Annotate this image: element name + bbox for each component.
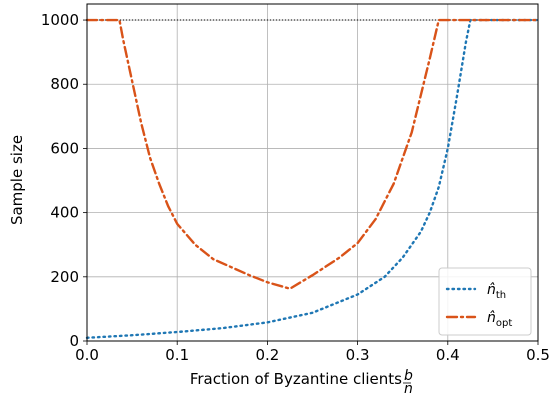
y-tick-label: 1000 (41, 11, 79, 29)
series-layer (85, 18, 540, 339)
y-axis-label: Sample size (8, 135, 26, 225)
x-tick-label: 0.4 (436, 346, 460, 364)
x-axis-label-denominator: n (404, 381, 413, 393)
plot-frame (86, 3, 539, 342)
legend-label-opt: n̂opt (487, 310, 512, 329)
x-tick-label: 0.0 (75, 346, 99, 364)
x-axis-ticks: 0.0 0.1 0.2 0.3 0.4 0.5 (75, 341, 550, 364)
x-tick-label: 0.2 (255, 346, 279, 364)
x-axis-label-numerator: b (404, 368, 413, 384)
x-tick-label: 0.1 (165, 346, 189, 364)
x-tick-label: 0.5 (526, 346, 550, 364)
x-axis-label-text: Fraction of Byzantine clients (190, 370, 402, 388)
legend-box (438, 267, 532, 336)
y-tick-label: 200 (50, 268, 79, 286)
series-line-opt (85, 18, 540, 290)
x-axis-label: Fraction of Byzantine clients b n (190, 368, 413, 393)
x-tick-label: 0.3 (346, 346, 370, 364)
y-tick-label: 600 (50, 139, 79, 157)
y-tick-label: 800 (50, 75, 79, 93)
series-line-th (85, 18, 540, 339)
legend: n̂th n̂opt (438, 267, 532, 336)
y-tick-label: 0 (69, 332, 79, 350)
y-tick-label: 400 (50, 204, 79, 222)
legend-label-th: n̂th (487, 282, 506, 301)
y-axis-ticks: 0 200 400 600 800 1000 (41, 11, 87, 350)
